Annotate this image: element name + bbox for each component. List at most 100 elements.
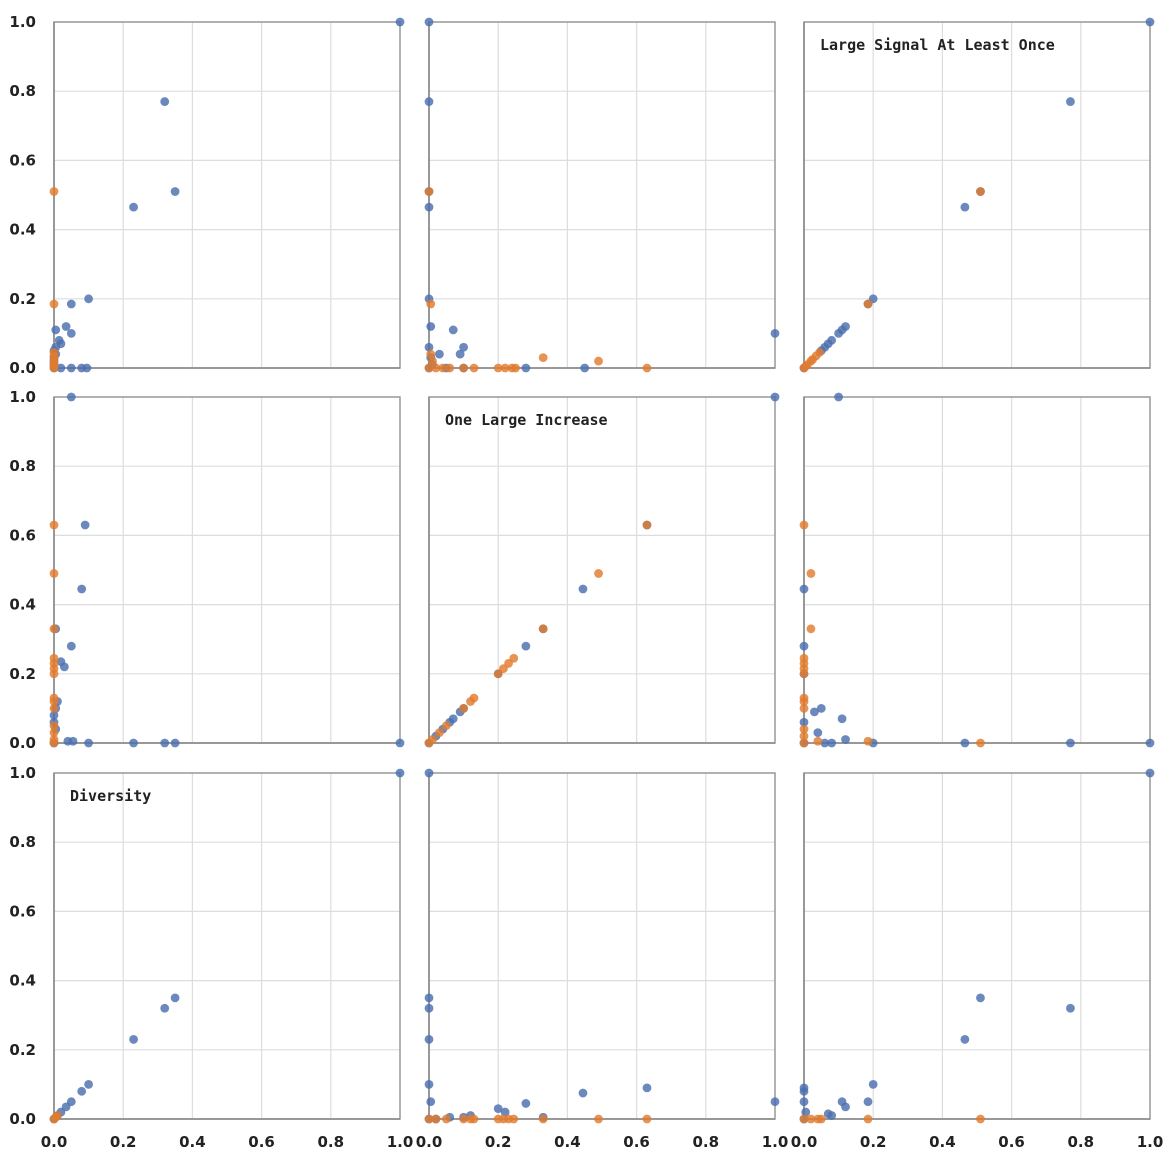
x-tick-label: 0.6 — [248, 1133, 275, 1151]
point-series-b — [799, 724, 809, 734]
x-tick-label: 0.8 — [693, 1133, 720, 1151]
point-series-a — [521, 641, 531, 651]
x-tick-label: 0.4 — [179, 1133, 206, 1151]
y-tick-label: 0.2 — [9, 665, 36, 683]
point-series-a — [77, 584, 87, 594]
point-series-a — [834, 329, 843, 338]
point-series-a — [960, 1035, 970, 1044]
point-series-a — [434, 349, 444, 359]
point-series-b — [49, 187, 59, 196]
point-series-b — [538, 1114, 548, 1124]
point-series-b — [806, 1114, 816, 1124]
point-series-b — [445, 363, 455, 373]
y-tick-label: 0.6 — [9, 526, 36, 544]
label-layer: Large Signal At Least Once One Large Incr… — [9, 13, 1163, 1151]
point-series-a — [837, 1097, 847, 1107]
point-series-b — [49, 299, 59, 309]
point-series-b — [799, 669, 809, 679]
point-series-b — [511, 363, 520, 373]
point-series-a — [49, 710, 59, 720]
point-series-b — [424, 1114, 434, 1124]
point-series-a — [395, 17, 405, 27]
y-tick-label: 0.4 — [9, 596, 36, 614]
x-tick-label: 0.6 — [623, 1133, 650, 1151]
x-tick-label: 0.0 — [791, 1133, 818, 1151]
point-series-b — [438, 363, 448, 373]
point-series-a — [129, 738, 138, 748]
point-series-b — [424, 187, 434, 196]
point-series-a — [424, 97, 434, 106]
point-series-b — [863, 1114, 873, 1124]
panel-frame — [428, 21, 776, 369]
point-series-a — [77, 1086, 87, 1096]
point-series-b — [642, 363, 652, 373]
x-tick-label: 0.8 — [1068, 1133, 1095, 1151]
x-tick-label: 0.2 — [110, 1133, 137, 1151]
point-series-a — [84, 294, 93, 304]
point-series-a — [80, 520, 90, 530]
point-series-b — [49, 569, 59, 578]
point-series-b — [813, 736, 823, 746]
point-series-a — [813, 728, 823, 738]
y-tick-label: 0.4 — [9, 972, 36, 990]
point-series-b — [53, 1111, 62, 1120]
point-series-b — [49, 728, 59, 738]
point-series-b — [799, 704, 809, 713]
point-series-a — [84, 1080, 93, 1089]
point-series-a — [66, 392, 76, 402]
point-series-a — [841, 735, 850, 744]
point-series-b — [434, 728, 444, 738]
point-series-a — [426, 322, 436, 331]
y-tick-label: 0.8 — [9, 82, 36, 100]
point-series-a — [578, 584, 588, 594]
panel-frame — [803, 396, 1151, 744]
panel-frame — [428, 396, 776, 744]
point-series-b — [459, 363, 468, 373]
point-series-a — [395, 768, 405, 778]
point-series-a — [578, 1088, 588, 1098]
point-series-a — [160, 738, 170, 748]
point-series-b — [799, 363, 809, 373]
point-series-b — [863, 299, 873, 309]
point-series-a — [521, 363, 531, 373]
y-tick-label: 0.0 — [9, 359, 36, 377]
point-series-b — [500, 363, 510, 373]
point-series-a — [68, 736, 78, 746]
point-series-b — [426, 299, 436, 309]
point-series-a — [424, 202, 434, 212]
point-series-a — [395, 738, 405, 748]
point-series-a — [448, 325, 458, 335]
point-series-a — [799, 641, 809, 651]
point-series-a — [1145, 768, 1155, 778]
point-series-b — [806, 624, 816, 634]
point-series-b — [509, 1114, 519, 1124]
point-series-a — [493, 1104, 503, 1114]
point-series-a — [827, 738, 837, 748]
point-series-a — [82, 363, 92, 373]
point-series-a — [1066, 97, 1075, 106]
point-series-b — [469, 1114, 479, 1124]
point-series-b — [49, 738, 59, 748]
point-series-b — [459, 704, 468, 713]
point-series-a — [1066, 738, 1075, 748]
x-tick-label: 0.0 — [416, 1133, 443, 1151]
point-series-b — [431, 1114, 441, 1124]
point-series-b — [49, 721, 59, 731]
y-tick-label: 0.4 — [9, 221, 36, 239]
point-series-b — [799, 697, 809, 706]
point-series-a — [66, 299, 76, 309]
y-tick-label: 0.6 — [9, 151, 36, 169]
point-series-a — [455, 349, 465, 359]
panel-title: Diversity — [70, 787, 151, 805]
point-series-a — [61, 322, 71, 331]
point-series-a — [424, 768, 434, 778]
point-series-a — [1145, 17, 1155, 27]
point-series-a — [424, 17, 434, 27]
panel-title: Large Signal At Least Once — [820, 36, 1055, 54]
point-series-a — [1066, 1003, 1075, 1013]
panel-frame — [53, 21, 401, 369]
point-series-b — [424, 738, 434, 748]
point-series-a — [799, 1097, 809, 1107]
point-series-a — [170, 993, 180, 1003]
point-series-a — [170, 187, 180, 196]
